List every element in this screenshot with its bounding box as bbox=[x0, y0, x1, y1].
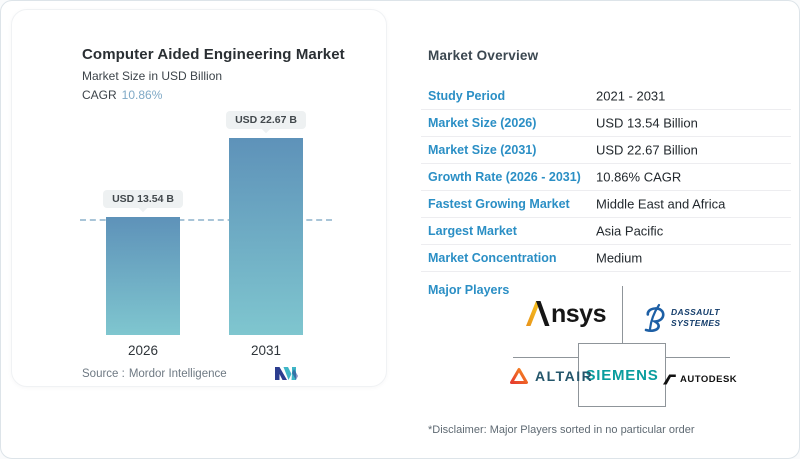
players-grid-divider bbox=[513, 357, 578, 358]
table-row: Market Size (2026) USD 13.54 Billion bbox=[421, 110, 791, 137]
bar-value-label: USD 13.54 B bbox=[103, 190, 183, 208]
row-label: Market Size (2031) bbox=[428, 143, 537, 157]
bar-value-label: USD 22.67 B bbox=[226, 111, 306, 129]
ansys-wordmark: nsys bbox=[551, 300, 606, 328]
altair-mark-icon bbox=[510, 368, 528, 384]
dassault-wordmark: DASSAULT SYSTEMES bbox=[671, 307, 721, 328]
market-chart-card: Computer Aided Engineering Market Market… bbox=[11, 9, 387, 387]
dassault-line1: DASSAULT bbox=[671, 307, 720, 318]
autodesk-wordmark: AUTODESK bbox=[680, 374, 738, 385]
reference-line bbox=[80, 219, 332, 221]
bar-group-2031: USD 22.67 B bbox=[226, 111, 306, 335]
x-axis-label-2031: 2031 bbox=[250, 343, 282, 358]
siemens-wordmark: SIEMENS bbox=[585, 366, 659, 384]
row-value: USD 22.67 Billion bbox=[596, 142, 698, 158]
cagr-label: CAGR bbox=[82, 88, 117, 102]
autodesk-logo: AUTODESK bbox=[663, 374, 737, 385]
bar-2031 bbox=[229, 138, 303, 335]
row-value: 10.86% CAGR bbox=[596, 169, 682, 185]
altair-wordmark: ALTAIR bbox=[535, 368, 594, 384]
chart-cagr-line: CAGR 10.86% bbox=[82, 88, 162, 102]
row-value: 2021 - 2031 bbox=[596, 88, 666, 104]
disclaimer-text: *Disclaimer: Major Players sorted in no … bbox=[428, 424, 695, 436]
row-value: Medium bbox=[596, 250, 643, 266]
row-value: Asia Pacific bbox=[596, 223, 664, 239]
row-value: USD 13.54 Billion bbox=[596, 115, 698, 131]
overview-title: Market Overview bbox=[428, 48, 539, 63]
chart-subtitle: Market Size in USD Billion bbox=[82, 69, 223, 83]
row-label: Market Concentration bbox=[428, 251, 557, 265]
row-label: Growth Rate (2026 - 2031) bbox=[428, 170, 581, 184]
dassault-line2: SYSTEMES bbox=[671, 318, 721, 328]
dassault-mark-icon bbox=[644, 303, 665, 332]
altair-logo: ALTAIR bbox=[509, 367, 593, 385]
major-players-label: Major Players bbox=[428, 283, 510, 297]
source-value: Mordor Intelligence bbox=[128, 368, 227, 380]
overview-table: Study Period 2021 - 2031 Market Size (202… bbox=[421, 83, 791, 272]
players-grid-divider bbox=[666, 357, 730, 358]
ansys-mark-icon bbox=[526, 301, 550, 326]
row-label: Fastest Growing Market bbox=[428, 197, 570, 211]
table-row: Growth Rate (2026 - 2031) 10.86% CAGR bbox=[421, 164, 791, 191]
table-row: Market Concentration Medium bbox=[421, 245, 791, 272]
mordor-intelligence-logo-icon bbox=[275, 367, 298, 380]
table-row: Study Period 2021 - 2031 bbox=[421, 83, 791, 110]
siemens-logo: SIEMENS bbox=[578, 343, 666, 407]
players-grid-divider bbox=[622, 286, 623, 343]
dassault-systemes-logo: DASSAULT SYSTEMES bbox=[641, 303, 721, 333]
bar-group-2026: USD 13.54 B bbox=[103, 190, 183, 335]
table-row: Largest Market Asia Pacific bbox=[421, 218, 791, 245]
source-label: Source : bbox=[82, 368, 125, 380]
table-row: Market Size (2031) USD 22.67 Billion bbox=[421, 137, 791, 164]
row-label: Study Period bbox=[428, 89, 506, 103]
ansys-logo: nsys bbox=[525, 300, 606, 327]
table-row: Fastest Growing Market Middle East and Af… bbox=[421, 191, 791, 218]
bar-2026 bbox=[106, 217, 180, 335]
autodesk-mark-icon bbox=[663, 374, 676, 385]
row-label: Largest Market bbox=[428, 224, 517, 238]
row-label: Market Size (2026) bbox=[428, 116, 537, 130]
row-value: Middle East and Africa bbox=[596, 196, 726, 212]
source-line: Source : Mordor Intelligence bbox=[82, 368, 227, 380]
x-axis-label-2026: 2026 bbox=[127, 343, 159, 358]
chart-title: Computer Aided Engineering Market bbox=[82, 46, 345, 63]
cagr-value: 10.86% bbox=[121, 88, 163, 102]
